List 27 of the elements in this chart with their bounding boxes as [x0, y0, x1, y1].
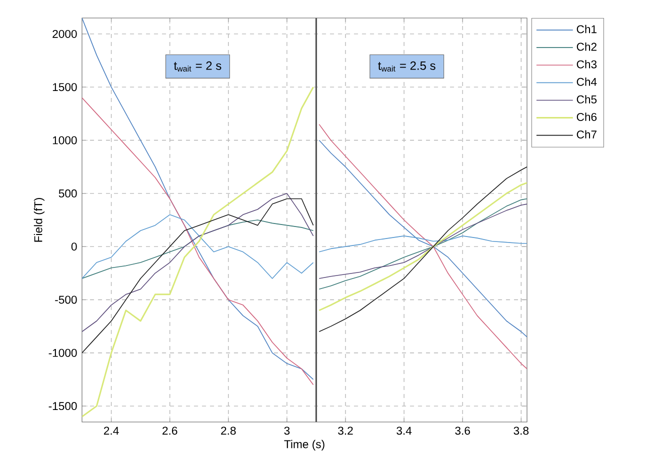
legend-label: Ch2 — [576, 42, 596, 51]
legend-label: Ch5 — [576, 95, 597, 104]
y-tick-label: 2000 — [52, 30, 77, 38]
x-tick-label: 3 — [284, 426, 290, 435]
x-tick-label: 2.8 — [221, 426, 236, 435]
annotation: t$_{wait}$ = 2 s — [174, 61, 222, 72]
x-axis-title: Time (s) — [284, 440, 324, 450]
x-tick-label: 3.6 — [455, 426, 470, 435]
y-tick-label: -500 — [55, 296, 77, 304]
legend-label: Ch3 — [576, 60, 597, 68]
x-tick-label: 2.6 — [162, 426, 178, 435]
y-tick-label: 1000 — [52, 136, 77, 144]
y-tick-label: 500 — [58, 189, 77, 198]
x-tick-label: 2.4 — [104, 426, 119, 435]
y-tick-label: -1000 — [48, 348, 77, 357]
legend-label: Ch1 — [576, 24, 597, 34]
y-tick-label: 1500 — [52, 83, 77, 92]
y-axis-title: Field (fT) — [34, 198, 44, 242]
x-tick-label: 3.8 — [514, 426, 529, 435]
x-tick-label: 3.4 — [396, 426, 412, 435]
y-tick-label: -1500 — [48, 402, 77, 410]
legend-label: Ch6 — [576, 112, 597, 121]
legend-label: Ch7 — [576, 130, 596, 139]
annotation: t$_{wait}$ = 2.5 s — [378, 61, 436, 72]
legend-label: Ch4 — [576, 78, 597, 86]
y-tick-label: 0 — [71, 242, 77, 251]
x-tick-label: 3.2 — [338, 426, 353, 435]
